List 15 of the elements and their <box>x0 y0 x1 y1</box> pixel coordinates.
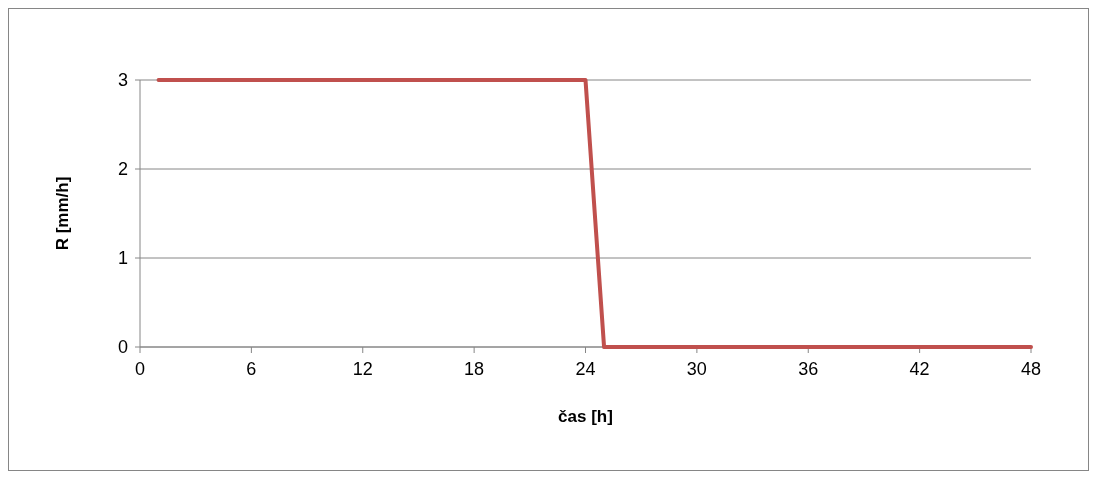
y-tick-label: 0 <box>117 337 128 358</box>
y-axis-title: R [mm/h] <box>53 176 72 251</box>
x-tick-label: 30 <box>686 359 707 379</box>
y-tick-label: 1 <box>117 248 128 269</box>
x-tick-label: 18 <box>464 359 485 379</box>
x-tick-label: 42 <box>909 359 930 379</box>
x-axis-title: čas [h] <box>558 407 613 426</box>
y-tick-label: 2 <box>117 159 128 180</box>
x-tick-label: 24 <box>575 359 596 379</box>
x-tick-label: 48 <box>1020 359 1042 379</box>
x-tick-label: 12 <box>352 359 373 379</box>
x-tick-label: 36 <box>798 359 819 379</box>
y-tick-label: 3 <box>117 70 128 91</box>
x-tick-label: 6 <box>246 359 257 379</box>
x-tick-label: 0 <box>134 359 146 379</box>
